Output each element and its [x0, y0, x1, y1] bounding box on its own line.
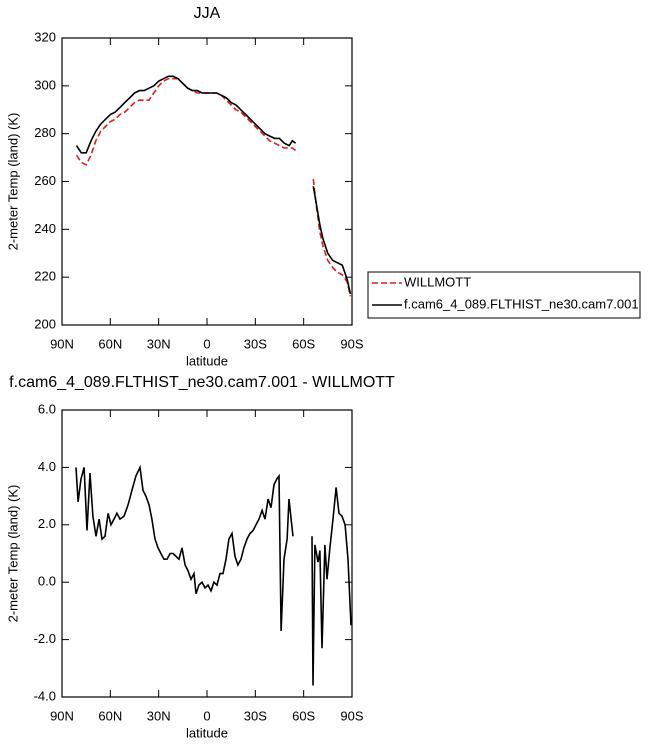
y-tick-label: 240 — [34, 221, 56, 236]
data-line — [75, 75, 352, 295]
y-tick-label: 220 — [34, 269, 56, 284]
x-tick-label: 60S — [292, 336, 315, 351]
x-tick-label: 60N — [98, 336, 122, 351]
chart-title: JJA — [194, 5, 221, 22]
y-tick-label: 320 — [34, 29, 56, 44]
data-line — [75, 77, 352, 297]
x-tick-label: 0 — [203, 336, 210, 351]
legend-label: f.cam6_4_089.FLTHIST_ne30.cam7.001 — [404, 296, 639, 311]
x-tick-label: 60S — [292, 708, 315, 723]
legend-box — [367, 271, 641, 319]
x-axis-label: latitude — [186, 353, 228, 368]
x-tick-label: 30S — [244, 336, 267, 351]
y-tick-label: 6.0 — [38, 401, 56, 416]
x-axis-label: latitude — [186, 725, 228, 740]
y-tick-label: 200 — [34, 316, 56, 331]
x-tick-label: 90N — [50, 336, 74, 351]
y-tick-label: -4.0 — [34, 688, 56, 703]
x-tick-label: 90S — [340, 708, 363, 723]
x-tick-label: 0 — [203, 708, 210, 723]
data-line — [75, 464, 352, 686]
plot-frame — [61, 409, 353, 698]
y-axis-label: 2-meter Temp (land) (K) — [5, 113, 20, 251]
y-tick-label: 4.0 — [38, 459, 56, 474]
x-tick-label: 30S — [244, 708, 267, 723]
chart-title: f.cam6_4_089.FLTHIST_ne30.cam7.001 - WIL… — [9, 374, 395, 391]
x-tick-label: 90S — [340, 336, 363, 351]
x-tick-label: 30N — [147, 336, 171, 351]
y-tick-label: -2.0 — [34, 631, 56, 646]
x-tick-label: 90N — [50, 708, 74, 723]
y-tick-label: 260 — [34, 173, 56, 188]
y-tick-label: 280 — [34, 125, 56, 140]
legend-label: WILLMOTT — [404, 274, 471, 289]
x-tick-label: 30N — [147, 708, 171, 723]
x-tick-label: 60N — [98, 708, 122, 723]
plot-frame — [61, 37, 353, 326]
y-tick-label: 0.0 — [38, 574, 56, 589]
y-axis-label: 2-meter Temp (land) (K) — [5, 485, 20, 623]
y-tick-label: 300 — [34, 77, 56, 92]
y-tick-label: 2.0 — [38, 516, 56, 531]
